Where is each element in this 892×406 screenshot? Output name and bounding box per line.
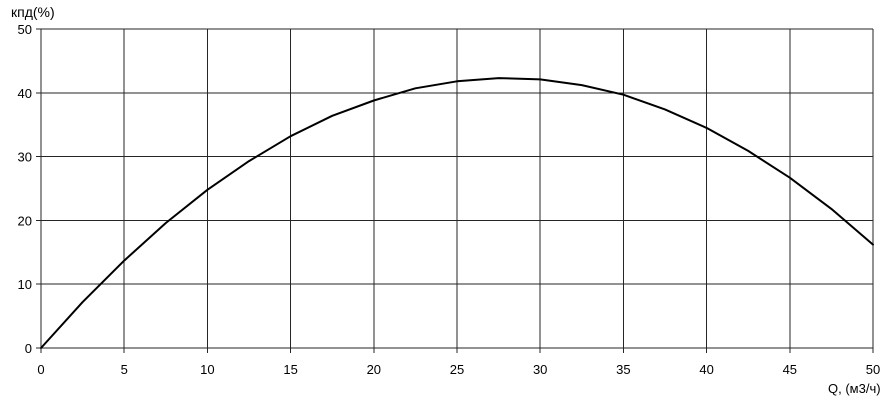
x-tick-label-30: 30 [533,362,547,377]
x-tick-label-50: 50 [866,362,880,377]
x-tick-label-35: 35 [616,362,630,377]
x-tick-label-10: 10 [200,362,214,377]
y-tick-label-30: 30 [18,150,32,165]
y-tick-label-40: 40 [18,86,32,101]
x-tick-label-15: 15 [283,362,297,377]
y-tick-label-10: 10 [18,277,32,292]
y-tick-label-0: 0 [25,341,32,356]
efficiency-curve [40,77,874,349]
x-tick-label-40: 40 [699,362,713,377]
x-tick-label-20: 20 [367,362,381,377]
x-tick-label-0: 0 [37,362,44,377]
y-tick-label-20: 20 [18,213,32,228]
y-tick-label-50: 50 [18,22,32,37]
x-tick-label-45: 45 [783,362,797,377]
x-axis-title: Q, (м3/ч) [828,381,881,396]
x-tick-label-25: 25 [450,362,464,377]
y-axis-title: кпд(%) [11,4,55,20]
x-tick-label-5: 5 [121,362,128,377]
